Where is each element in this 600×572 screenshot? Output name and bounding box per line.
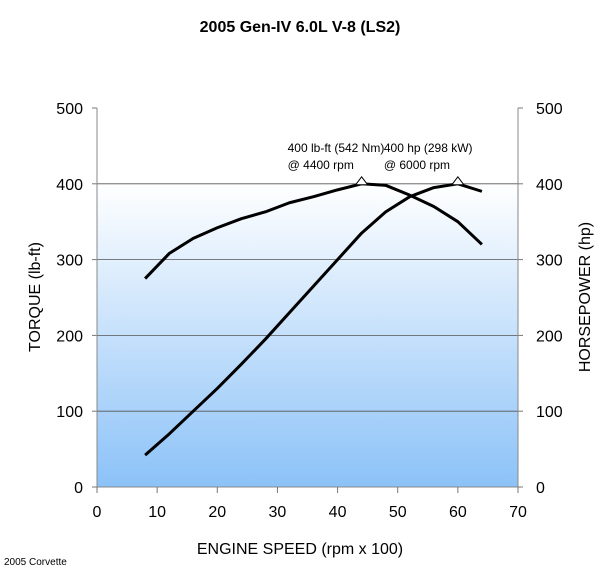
torque-line: [144, 182, 483, 280]
y-tick-label: 200: [56, 328, 83, 345]
x-tick-label: 30: [269, 504, 287, 521]
y2-tick-label: 500: [536, 101, 563, 118]
y2-tick-label: 400: [536, 177, 563, 194]
x-tick-label: 50: [389, 504, 407, 521]
x-tick-label: 10: [148, 504, 166, 521]
annotation-line1: 400 lb-ft (542 Nm): [288, 141, 385, 155]
y-tick-label: 500: [56, 101, 83, 118]
annotation-line2: @ 4400 rpm: [288, 158, 354, 172]
chart-title: 2005 Gen-IV 6.0L V-8 (LS2): [200, 19, 401, 36]
annotation-line2: @ 6000 rpm: [384, 158, 450, 172]
peak-marker: [354, 175, 369, 186]
y2-tick-label: 200: [536, 328, 563, 345]
annotation-line1: 400 hp (298 kW): [384, 141, 473, 155]
footnote: 2005 Corvette: [4, 557, 67, 568]
y2-tick-label: 100: [536, 404, 563, 421]
x-tick-label: 60: [449, 504, 467, 521]
x-tick-label: 0: [93, 504, 102, 521]
x-axis-label: ENGINE SPEED (rpm x 100): [197, 541, 403, 558]
y-tick-label: 100: [56, 404, 83, 421]
y2-tick-label: 300: [536, 253, 563, 270]
x-tick-label: 70: [509, 504, 527, 521]
y-tick-label: 0: [74, 480, 83, 497]
y-tick-label: 300: [56, 253, 83, 270]
y-axis-label: TORQUE (lb-ft): [27, 242, 44, 352]
plot-background: [97, 108, 518, 487]
horsepower-line: [144, 182, 483, 457]
y-tick-label: 400: [56, 177, 83, 194]
y2-axis-label: HORSEPOWER (hp): [577, 222, 594, 372]
y2-tick-label: 0: [536, 480, 545, 497]
peak-marker: [450, 175, 465, 186]
x-tick-label: 20: [208, 504, 226, 521]
x-tick-label: 40: [329, 504, 347, 521]
